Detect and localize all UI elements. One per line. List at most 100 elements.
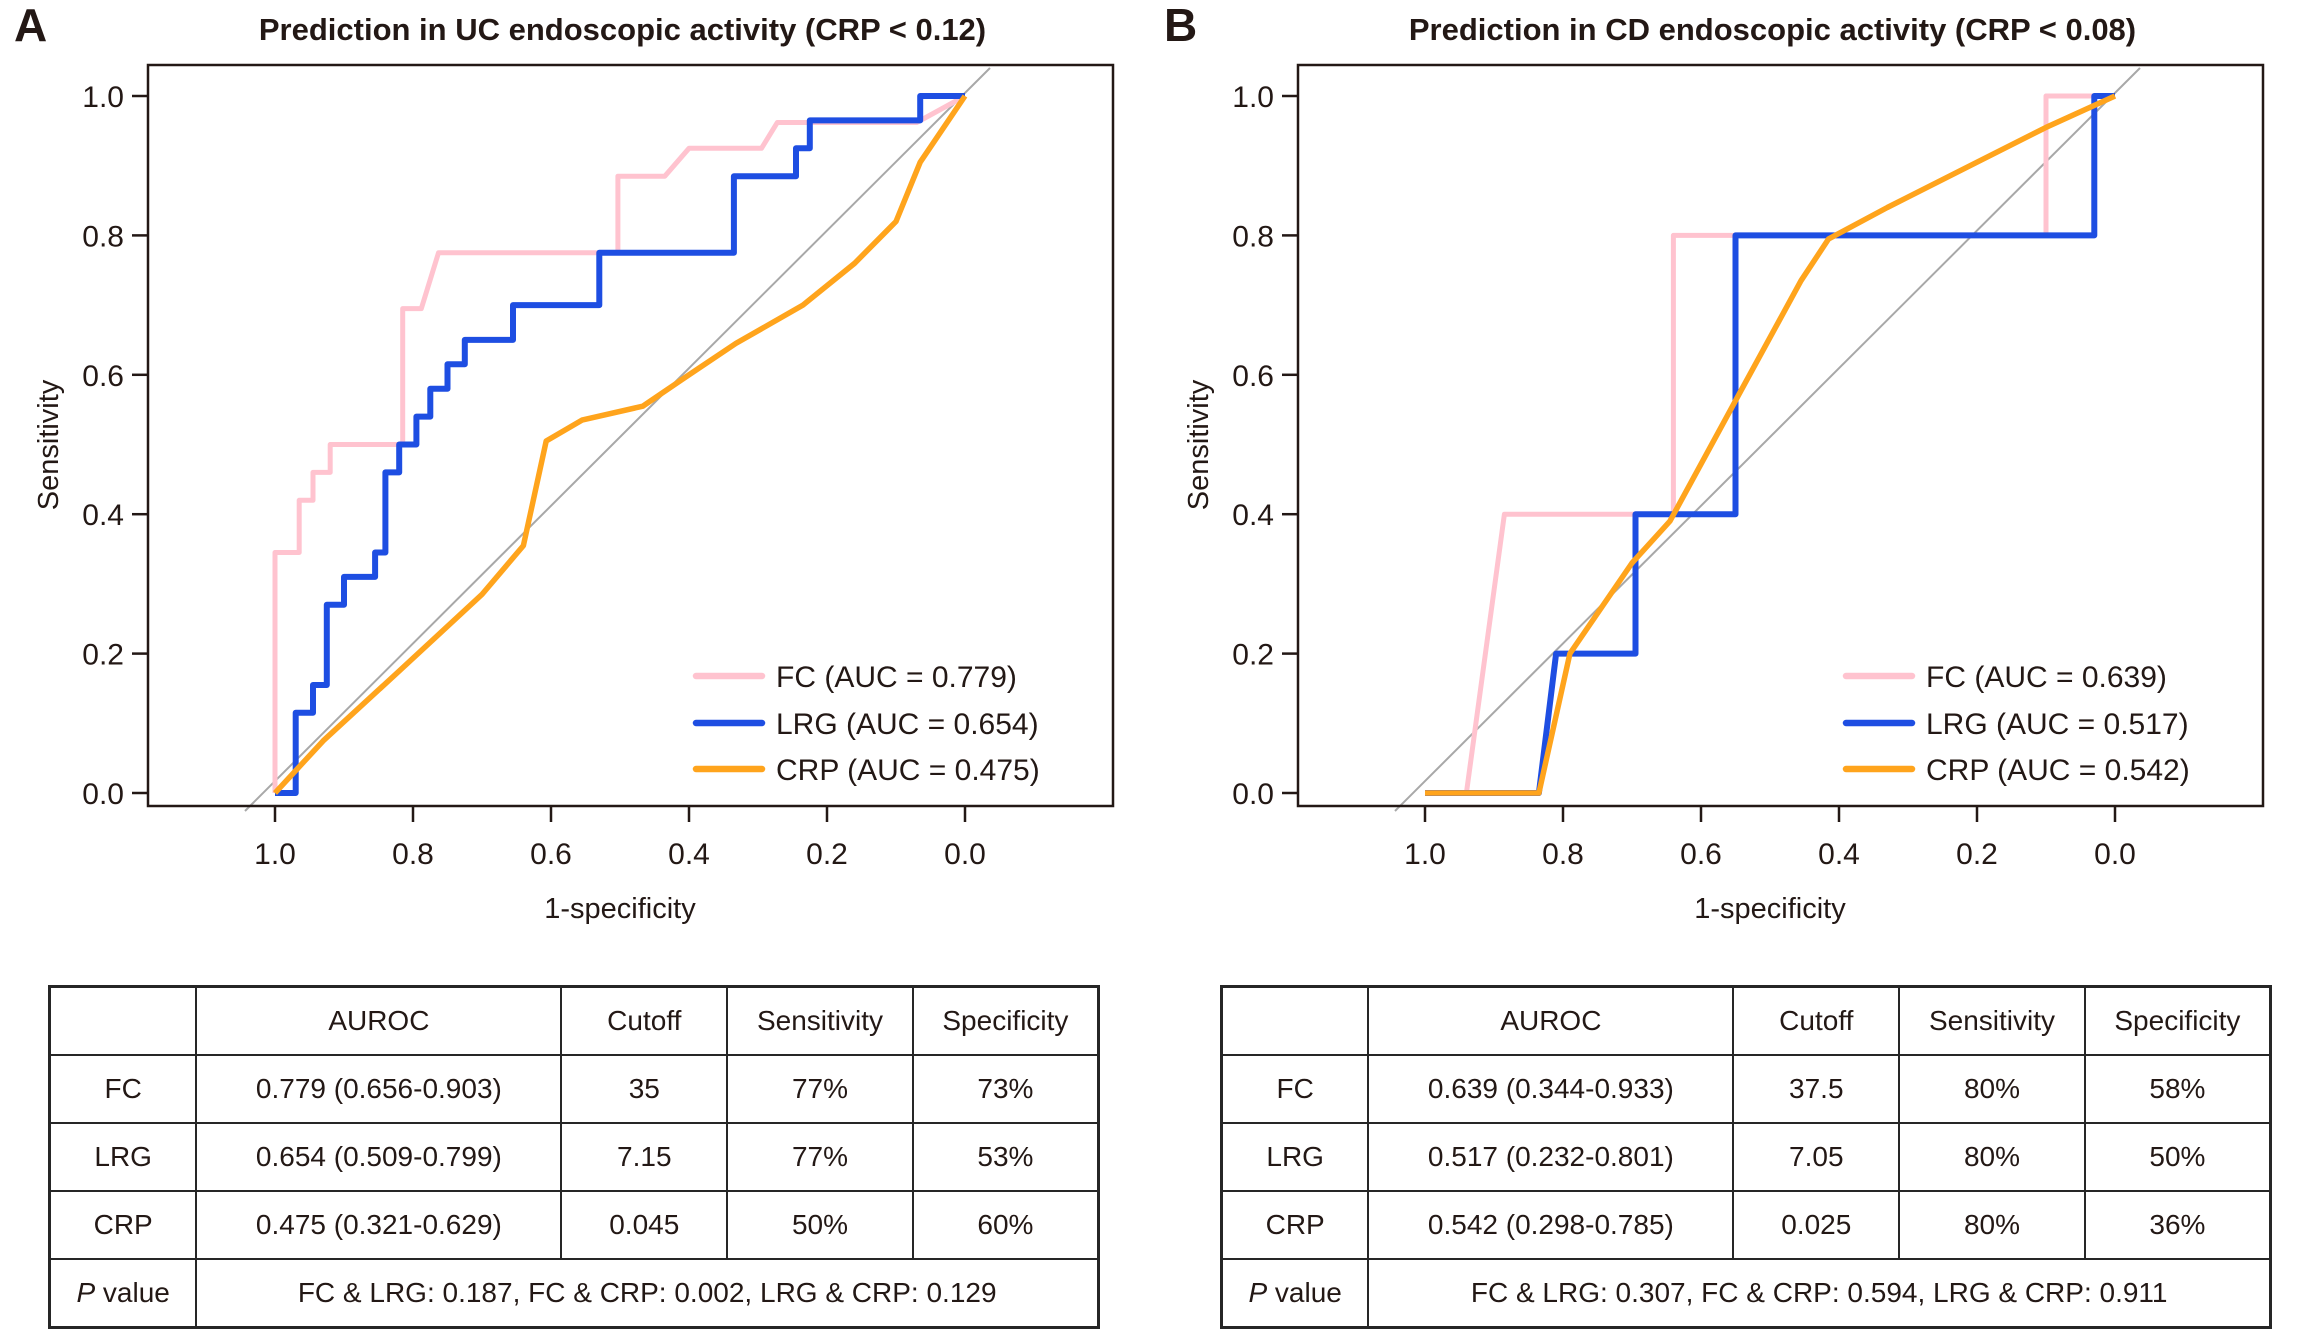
x-tick-label: 0.8: [392, 838, 434, 871]
table-cell: 58%: [2083, 1054, 2272, 1124]
x-tick-label: 0.0: [944, 838, 986, 871]
legend-label-fc: FC (AUC = 0.779): [776, 661, 1017, 694]
table-cell: 0.045: [560, 1190, 729, 1260]
column-header: Cutoff: [560, 985, 729, 1056]
legend-label-crp: CRP (AUC = 0.542): [1926, 754, 2190, 787]
column-header: AUROC: [1367, 985, 1735, 1056]
table-cell: 50%: [726, 1190, 914, 1260]
p-value-label: P value: [48, 1258, 198, 1329]
roc-curve-lrg: [275, 93, 965, 796]
x-tick-label: 1.0: [1404, 838, 1446, 871]
table-row: P value FC & LRG: 0.187, FC & CRP: 0.002,…: [48, 1258, 1100, 1329]
row-label: CRP: [1220, 1190, 1370, 1260]
x-tick-label: 0.0: [2094, 838, 2136, 871]
x-tick-label: 0.8: [1542, 838, 1584, 871]
p-values-cell: FC & LRG: 0.187, FC & CRP: 0.002, LRG & …: [195, 1258, 1100, 1329]
row-label: LRG: [48, 1122, 198, 1192]
x-axis-label: 1-specificity: [544, 893, 696, 925]
column-header: Cutoff: [1732, 985, 1901, 1056]
table-cell: 80%: [1898, 1054, 2086, 1124]
table-cell: 53%: [911, 1122, 1100, 1192]
table-cell: 80%: [1898, 1122, 2086, 1192]
table-row: LRG 0.654 (0.509-0.799) 7.15 77% 53%: [48, 1122, 1100, 1192]
p-italic: P: [1248, 1277, 1268, 1308]
roc-curve-crp: [1425, 93, 2117, 796]
column-header: [1220, 985, 1370, 1056]
table-row: AUROC Cutoff Sensitivity Specificity: [48, 985, 1100, 1056]
table-row: FC 0.779 (0.656-0.903) 35 77% 73%: [48, 1054, 1100, 1124]
plot-frame: [146, 63, 1115, 808]
table-cell: 35: [560, 1054, 729, 1124]
diagonal-reference-line: [244, 67, 991, 812]
stats-table-a: AUROC Cutoff Sensitivity Specificity FC 0.779…: [48, 985, 1100, 1329]
table-cell: 50%: [2083, 1122, 2272, 1192]
panel-a: A Prediction in UC endoscopic activity (…: [0, 0, 1150, 1329]
roc-curve-crp: [272, 94, 968, 795]
x-tick-label: 0.4: [668, 838, 710, 871]
panel-label-a: A: [14, 0, 48, 51]
table-cell: 60%: [911, 1190, 1100, 1260]
row-label: CRP: [48, 1190, 198, 1260]
table-cell: 77%: [726, 1122, 914, 1192]
y-tick-label: 0.8: [1232, 220, 1274, 253]
table-cell: 0.542 (0.298-0.785): [1367, 1190, 1735, 1260]
p-italic: P: [76, 1277, 96, 1308]
table-cell: 77%: [726, 1054, 914, 1124]
plot-title-b: Prediction in CD endoscopic activity (CR…: [1408, 12, 2137, 47]
y-tick-label: 0.2: [1232, 639, 1274, 672]
y-tick-label: 0.2: [82, 639, 124, 672]
table-cell: 80%: [1898, 1190, 2086, 1260]
y-axis-label: Sensitivity: [1183, 379, 1215, 510]
table-cell: 0.779 (0.656-0.903): [195, 1054, 563, 1124]
row-label: FC: [1220, 1054, 1370, 1124]
stats-table-b: AUROC Cutoff Sensitivity Specificity FC 0.639…: [1220, 985, 2272, 1329]
y-tick-label: 0.8: [82, 220, 124, 253]
plot-frame: [1296, 63, 2265, 808]
column-header: [48, 985, 198, 1056]
y-tick-label: 1.0: [82, 81, 124, 114]
y-tick-label: 0.6: [1232, 360, 1274, 393]
x-tick-label: 0.2: [1956, 838, 1998, 871]
table-cell: 0.517 (0.232-0.801): [1367, 1122, 1735, 1192]
y-tick-label: 0.4: [82, 499, 124, 532]
table-cell: 7.15: [560, 1122, 729, 1192]
diagonal-reference-line: [1394, 67, 2141, 812]
y-tick-label: 0.6: [82, 360, 124, 393]
p-values-cell: FC & LRG: 0.307, FC & CRP: 0.594, LRG & …: [1367, 1258, 2272, 1329]
x-tick-label: 0.6: [1680, 838, 1722, 871]
panel-label-b: B: [1164, 0, 1198, 51]
legend-label-lrg: LRG (AUC = 0.654): [776, 708, 1039, 741]
column-header: Sensitivity: [1898, 985, 2086, 1056]
roc-curve-fc: [272, 93, 967, 793]
table-row: AUROC Cutoff Sensitivity Specificity: [1220, 985, 2272, 1056]
legend-label-lrg: LRG (AUC = 0.517): [1926, 708, 2189, 741]
roc-curve-fc: [1425, 93, 2115, 796]
y-tick-label: 1.0: [1232, 81, 1274, 114]
table-cell: 0.639 (0.344-0.933): [1367, 1054, 1735, 1124]
x-tick-label: 0.6: [530, 838, 572, 871]
table-cell: 7.05: [1732, 1122, 1901, 1192]
x-axis-label: 1-specificity: [1694, 893, 1846, 925]
roc-curve-lrg: [1425, 93, 2115, 796]
x-tick-label: 1.0: [254, 838, 296, 871]
column-header: Sensitivity: [726, 985, 914, 1056]
table-row: CRP 0.475 (0.321-0.629) 0.045 50% 60%: [48, 1190, 1100, 1260]
y-axis-label: Sensitivity: [33, 379, 65, 510]
row-label: LRG: [1220, 1122, 1370, 1192]
table-cell: 73%: [911, 1054, 1100, 1124]
legend-label-crp: CRP (AUC = 0.475): [776, 754, 1040, 787]
table-cell: 0.025: [1732, 1190, 1901, 1260]
column-header: Specificity: [911, 985, 1100, 1056]
table-cell: 36%: [2083, 1190, 2272, 1260]
y-tick-label: 0.0: [1232, 778, 1274, 811]
plot-title-a: Prediction in UC endoscopic activity (CR…: [258, 12, 987, 47]
table-row: P value FC & LRG: 0.307, FC & CRP: 0.594,…: [1220, 1258, 2272, 1329]
x-tick-label: 0.4: [1818, 838, 1860, 871]
table-cell: 0.654 (0.509-0.799): [195, 1122, 563, 1192]
table-cell: 0.475 (0.321-0.629): [195, 1190, 563, 1260]
panel-b: B Prediction in CD endoscopic activity (…: [1150, 0, 2300, 1329]
legend-label-fc: FC (AUC = 0.639): [1926, 661, 2167, 694]
column-header: Specificity: [2083, 985, 2272, 1056]
y-tick-label: 0.4: [1232, 499, 1274, 532]
x-tick-label: 0.2: [806, 838, 848, 871]
